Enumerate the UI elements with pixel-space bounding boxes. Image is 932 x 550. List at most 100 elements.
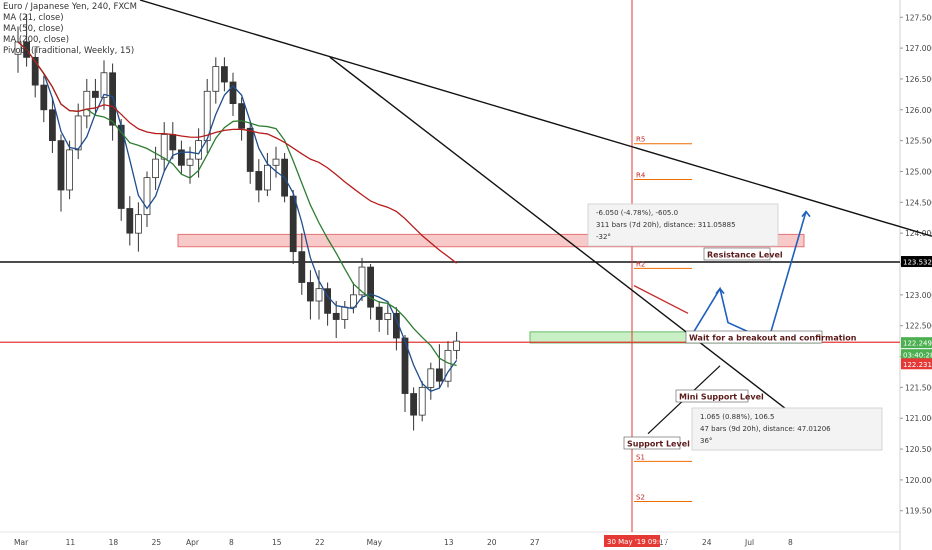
candle-body [220, 66, 228, 83]
price-axis-badge: 03:40:28 [901, 349, 932, 361]
time-tick-label: 8 [788, 538, 793, 547]
candle-body [246, 127, 254, 172]
chart-legend: Euro / Japanese Yen, 240, FXCM MA (21, c… [3, 2, 137, 57]
time-tick-label: 27 [530, 538, 540, 547]
price-axis-badge: 123.532 [901, 256, 932, 268]
price-tick-label: 127.000 [905, 44, 932, 53]
candle-body [401, 337, 409, 394]
annotation-text: Resistance Level [707, 251, 783, 260]
measure-text: -32° [596, 233, 611, 241]
date-badge: 30 May '19 09:00 [604, 535, 668, 547]
measure-text: 311 bars (7d 20h), distance: 311.05885 [596, 221, 736, 229]
measurement-box-1: -6.050 (-4.78%), -605.0 311 bars (7d 20h)… [587, 203, 779, 247]
price-tick-label: 119.500 [905, 507, 932, 516]
candle-body [384, 312, 392, 320]
candle-body [418, 386, 426, 416]
price-axis-badge: 122.231 [901, 358, 932, 370]
price-tick-label: 120.500 [905, 445, 932, 454]
candle-body [169, 134, 177, 151]
price-badge-text: 123.532 [903, 259, 932, 267]
time-tick-label: 11 [66, 538, 76, 547]
price-badge-bg [901, 358, 932, 370]
price-axis-badge: 122.249 [901, 337, 932, 349]
candle-body [31, 56, 39, 86]
candle-body [255, 171, 263, 191]
candle-body [349, 294, 357, 308]
candle-body [332, 312, 340, 320]
candle-body [453, 340, 461, 351]
price-tick-label: 124.500 [905, 198, 932, 207]
candle-body [324, 288, 332, 314]
candle-body [203, 90, 211, 142]
candle-body [126, 208, 134, 234]
price-badge-bg [901, 349, 932, 361]
legend-pivots: Pivots (Traditional, Weekly, 15) [3, 46, 135, 56]
measurement-box-2: 1.065 (0.88%), 106.5 47 bars (9d 20h), di… [691, 407, 883, 451]
price-tick-label: 120.000 [905, 476, 932, 485]
candle-body [57, 140, 65, 191]
candle-body [358, 266, 366, 296]
candle-body [212, 66, 220, 92]
measure-text: -6.050 (-4.78%), -605.0 [596, 209, 678, 217]
pivot-label: R5 [636, 136, 645, 144]
wait-breakout-label: Wait for a breakout and confirmation [685, 330, 857, 344]
candle-body [177, 149, 185, 166]
time-tick-label: Mar [14, 538, 29, 547]
time-tick-label: 24 [702, 538, 712, 547]
pivot-label: R4 [636, 171, 646, 179]
time-tick-label: Apr [186, 538, 200, 547]
time-tick-label: 22 [315, 538, 325, 547]
price-tick-label: 121.000 [905, 414, 932, 423]
annotation-box [703, 247, 771, 261]
candle-body [341, 306, 349, 320]
resistance-label: Resistance Level [703, 247, 783, 261]
candle-body [435, 368, 443, 382]
annotation-box [623, 436, 681, 450]
candle-body [109, 72, 116, 126]
time-tick-label: 18 [109, 538, 119, 547]
support-label: Support Level [623, 436, 690, 450]
legend-ma200: MA (200, close) [3, 35, 70, 45]
pivot-label: R2 [636, 260, 645, 268]
measure-box-bg [691, 407, 883, 451]
candle-body [427, 368, 435, 388]
date-badge-bg [604, 535, 660, 547]
time-tick-label: 20 [487, 538, 497, 547]
price-tick-label: 125.000 [905, 167, 932, 176]
price-tick-label: 126.000 [905, 106, 932, 115]
candle-body [92, 90, 99, 98]
time-tick-label: May [367, 538, 383, 547]
price-tick-label: 127.500 [905, 13, 932, 22]
price-badge-bg [901, 337, 932, 349]
arrow-head [715, 287, 725, 295]
candle-body [263, 164, 271, 191]
legend-ma50: MA (50, close) [3, 24, 64, 34]
pivot-r1-segment [633, 285, 689, 314]
measure-text: 36° [700, 437, 712, 445]
price-tick-label: 126.500 [905, 75, 932, 84]
candle-body [186, 158, 194, 166]
time-tick-label: 13 [444, 538, 454, 547]
time-tick-label: 15 [272, 538, 282, 547]
candle-body [272, 158, 280, 166]
legend-ma21: MA (21, close) [3, 13, 64, 23]
candle-body [410, 393, 418, 416]
candle-body [238, 103, 246, 129]
candle-body [83, 90, 91, 117]
time-tick-label: 17 [659, 538, 669, 547]
candle-body [229, 81, 237, 105]
candle-body [100, 72, 108, 98]
candle-body [74, 115, 82, 151]
candle-body [160, 134, 168, 160]
price-badge-text: 122.249 [903, 340, 932, 348]
candle-body [143, 177, 151, 216]
price-tick-label: 123.000 [905, 291, 932, 300]
annotation-text: Support Level [627, 440, 690, 449]
annotation-text: Mini Support Level [679, 393, 764, 402]
candle-body [367, 266, 375, 308]
moving-average-line [17, 41, 457, 367]
price-tick-label: 125.500 [905, 137, 932, 146]
descending-trendline [329, 56, 823, 438]
candle-body [134, 214, 142, 234]
